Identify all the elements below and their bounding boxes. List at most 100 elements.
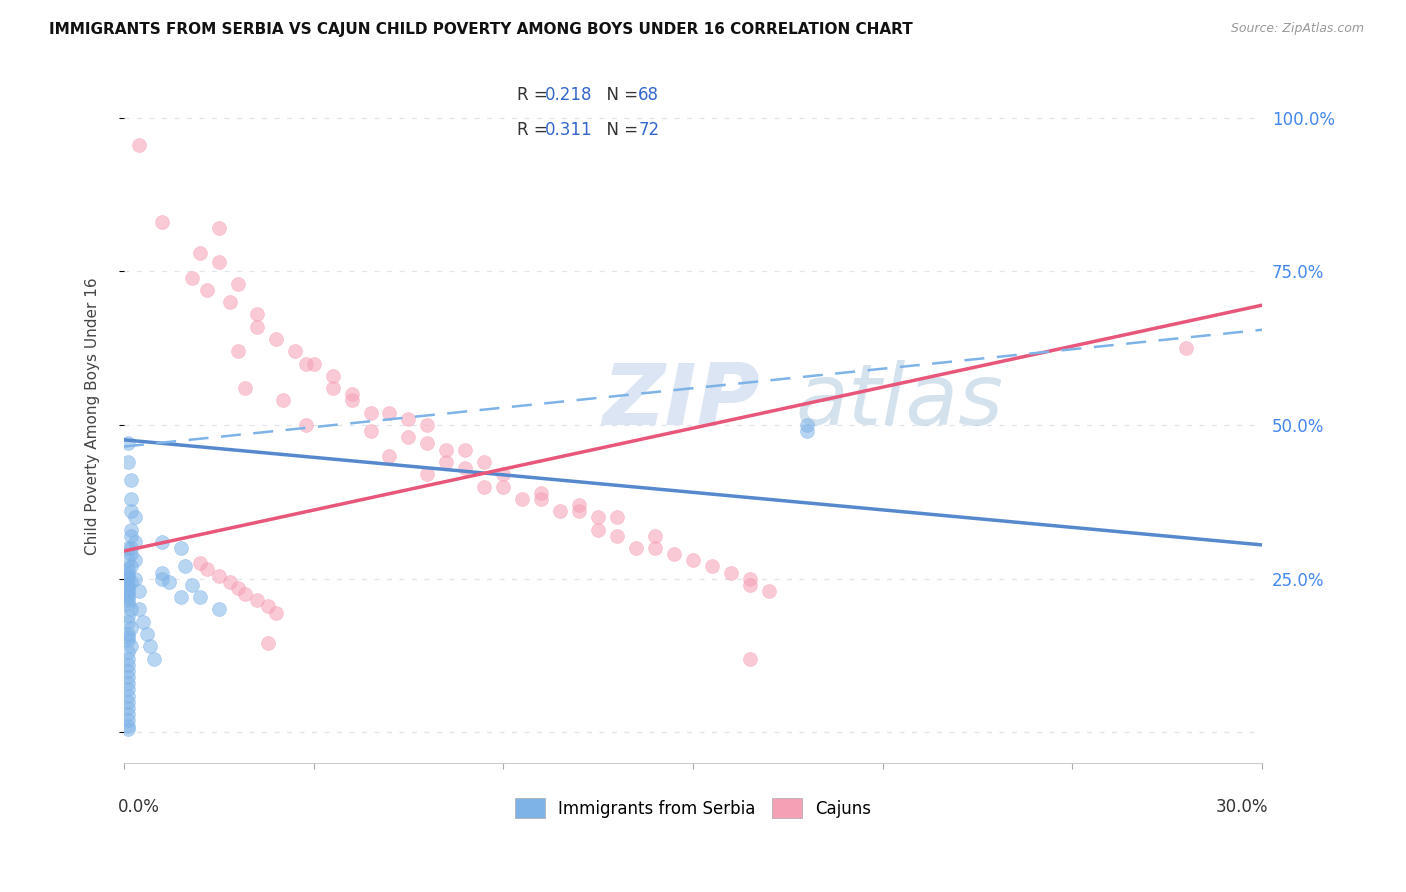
Point: [454, 442, 477, 457]
Point: [568, 498, 591, 512]
Point: [416, 418, 439, 433]
Point: [121, 491, 143, 506]
Point: [360, 424, 382, 438]
Point: [132, 615, 155, 629]
Point: [143, 651, 166, 665]
Point: [1175, 341, 1198, 355]
Point: [586, 510, 609, 524]
Point: [360, 406, 382, 420]
Point: [121, 541, 143, 555]
Point: [662, 547, 685, 561]
Point: [117, 682, 139, 697]
Point: [150, 534, 173, 549]
Point: [117, 568, 139, 582]
Text: N =: N =: [596, 120, 644, 138]
Point: [117, 633, 139, 648]
Point: [117, 553, 139, 567]
Point: [208, 255, 231, 269]
Point: [124, 534, 146, 549]
Text: 72: 72: [638, 120, 659, 138]
Point: [117, 562, 139, 576]
Point: [117, 566, 139, 580]
Point: [568, 504, 591, 518]
Point: [117, 541, 139, 555]
Point: [246, 319, 269, 334]
Point: [530, 491, 553, 506]
Point: [492, 479, 515, 493]
Point: [226, 581, 249, 595]
Point: [117, 436, 139, 450]
Point: [233, 381, 256, 395]
Point: [396, 412, 419, 426]
Point: [117, 596, 139, 610]
Point: [121, 621, 143, 635]
Point: [644, 541, 666, 555]
Point: [624, 541, 647, 555]
Point: [124, 510, 146, 524]
Point: [226, 277, 249, 291]
Point: [117, 584, 139, 599]
Point: [758, 584, 780, 599]
Point: [219, 574, 242, 589]
Point: [738, 651, 761, 665]
Point: [322, 381, 344, 395]
Point: [720, 566, 742, 580]
Point: [188, 246, 211, 260]
Point: [170, 590, 193, 604]
Point: [117, 455, 139, 469]
Point: [117, 706, 139, 721]
Point: [124, 572, 146, 586]
Point: [302, 357, 325, 371]
Point: [264, 332, 287, 346]
Point: [322, 368, 344, 383]
Text: R =: R =: [516, 120, 553, 138]
Legend: Immigrants from Serbia, Cajuns: Immigrants from Serbia, Cajuns: [508, 792, 877, 824]
Point: [181, 578, 204, 592]
Point: [644, 529, 666, 543]
Point: [530, 485, 553, 500]
Point: [586, 523, 609, 537]
Point: [454, 461, 477, 475]
Text: 68: 68: [638, 86, 659, 103]
Text: IMMIGRANTS FROM SERBIA VS CAJUN CHILD POVERTY AMONG BOYS UNDER 16 CORRELATION CH: IMMIGRANTS FROM SERBIA VS CAJUN CHILD PO…: [49, 22, 912, 37]
Point: [416, 467, 439, 482]
Point: [284, 344, 307, 359]
Point: [117, 651, 139, 665]
Point: [195, 562, 218, 576]
Point: [208, 221, 231, 235]
Text: 0.218: 0.218: [546, 86, 592, 103]
Point: [117, 701, 139, 715]
Text: N =: N =: [596, 86, 644, 103]
Point: [150, 572, 173, 586]
Point: [219, 295, 242, 310]
Point: [117, 713, 139, 727]
Point: [606, 510, 628, 524]
Point: [606, 529, 628, 543]
Point: [159, 574, 181, 589]
Point: [117, 593, 139, 607]
Point: [295, 357, 318, 371]
Point: [117, 581, 139, 595]
Point: [340, 393, 363, 408]
Point: [208, 602, 231, 616]
Point: [121, 504, 143, 518]
Text: R =: R =: [516, 86, 553, 103]
Point: [128, 138, 150, 153]
Text: 0.0%: 0.0%: [118, 797, 160, 816]
Point: [150, 215, 173, 229]
Point: [135, 627, 157, 641]
Point: [796, 424, 818, 438]
Point: [117, 657, 139, 672]
Point: [188, 557, 211, 571]
Point: [548, 504, 571, 518]
Point: [121, 559, 143, 574]
Point: [150, 566, 173, 580]
Point: [121, 523, 143, 537]
Point: [117, 572, 139, 586]
Text: 0.311: 0.311: [546, 120, 593, 138]
Text: 30.0%: 30.0%: [1215, 797, 1268, 816]
Point: [121, 602, 143, 616]
Point: [117, 590, 139, 604]
Point: [233, 587, 256, 601]
Point: [117, 645, 139, 659]
